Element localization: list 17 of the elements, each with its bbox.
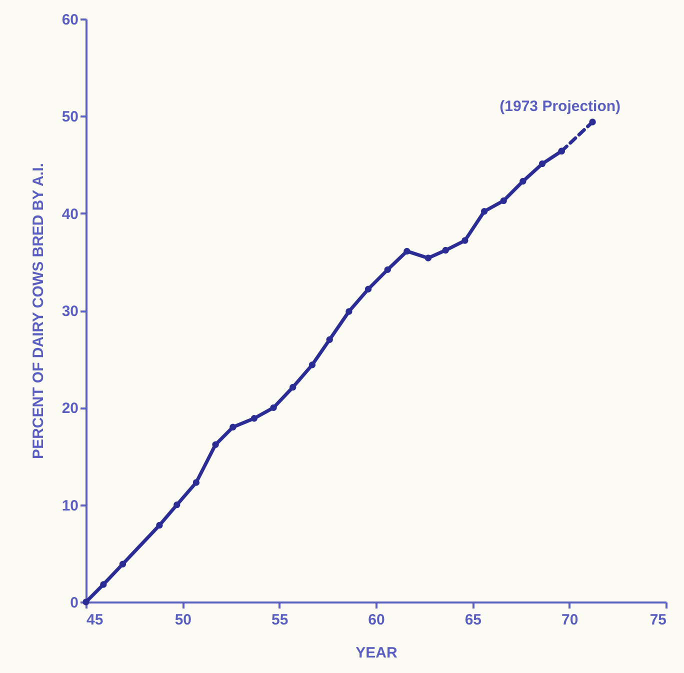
y-axis-title: PERCENT OF DAIRY COWS BRED BY A.I.	[30, 163, 47, 459]
x-tick-label: 75	[650, 612, 666, 628]
y-tick-label: 30	[62, 303, 78, 320]
y-tick-label: 20	[62, 400, 78, 418]
x-tick-label: 70	[561, 612, 578, 628]
x-tick-label: 45	[86, 612, 104, 628]
x-tick-label: 60	[368, 612, 385, 628]
y-tick-label: 10	[62, 497, 78, 514]
y-tick-label: 40	[62, 206, 78, 223]
x-axis-title: YEAR	[356, 644, 398, 662]
y-tick-label: 0	[70, 594, 78, 612]
y-tick-label: 60	[62, 12, 78, 28]
y-tick-label: 50	[62, 108, 78, 126]
x-tick-label: 55	[271, 612, 288, 628]
annotation: (1973 Projection)	[500, 98, 621, 115]
x-tick-label: 65	[464, 612, 482, 628]
x-tick-label: 50	[174, 612, 192, 628]
